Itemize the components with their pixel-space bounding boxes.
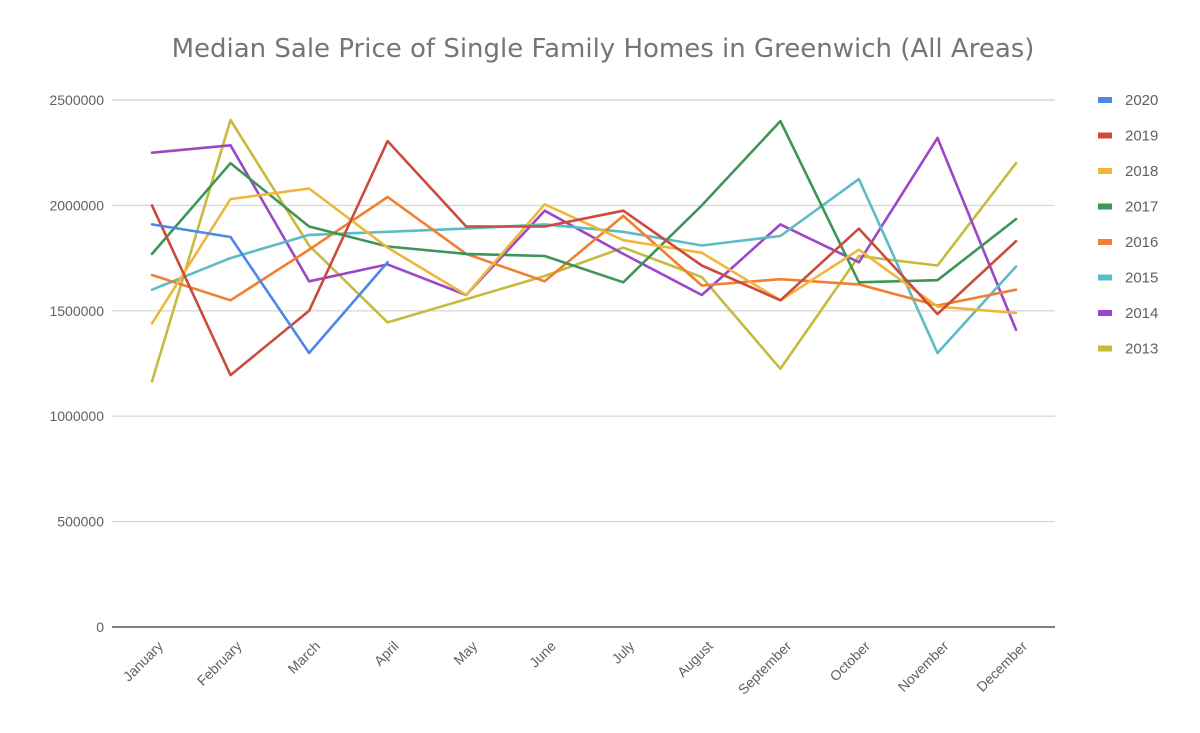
legend-label: 2017 [1125, 199, 1158, 216]
x-tick-label: March [284, 638, 323, 677]
x-tick-label: August [674, 638, 716, 680]
legend-item-2017: 2017 [1098, 199, 1158, 216]
legend-item-2014: 2014 [1098, 305, 1158, 322]
x-tick-label: October [826, 638, 873, 685]
legend-label: 2020 [1125, 92, 1158, 109]
legend: 2020 2019 2018 2017 2016 2015 2014 2013 [1098, 92, 1158, 358]
x-tick-label: December [973, 638, 1030, 695]
x-tick-label: September [735, 638, 795, 698]
x-tick-label: May [450, 638, 480, 668]
series-line-2020 [150, 223, 389, 355]
legend-label: 2019 [1125, 128, 1158, 145]
grid-lines [112, 99, 1055, 523]
x-tick-label: July [608, 638, 637, 667]
legend-item-2019: 2019 [1098, 128, 1158, 145]
series-line-2016 [150, 195, 1018, 307]
y-tick-label: 1000000 [49, 408, 104, 424]
legend-swatch [1098, 274, 1112, 281]
legend-swatch [1098, 168, 1112, 174]
legend-swatch [1098, 239, 1112, 245]
series-line-2013 [150, 118, 1018, 383]
legend-swatch [1098, 97, 1112, 103]
series-lines [150, 118, 1018, 383]
legend-item-2020: 2020 [1098, 92, 1158, 109]
x-tick-label: June [526, 638, 559, 671]
x-tick-label: November [895, 638, 952, 695]
y-tick-label: 2000000 [49, 197, 104, 213]
series-line-2015 [150, 177, 1018, 355]
legend-label: 2016 [1125, 234, 1158, 251]
y-tick-label: 500000 [57, 514, 104, 530]
y-tick-label: 2500000 [49, 92, 104, 108]
legend-item-2018: 2018 [1098, 163, 1158, 180]
series-line-2018 [150, 187, 1018, 325]
legend-item-2015: 2015 [1098, 270, 1158, 287]
legend-label: 2014 [1125, 305, 1158, 322]
legend-label: 2018 [1125, 163, 1158, 180]
legend-swatch [1098, 310, 1112, 316]
x-tick-label: April [371, 638, 402, 669]
series-line-2019 [150, 139, 1018, 377]
series-line-2014 [150, 136, 1018, 332]
y-tick-label: 1500000 [49, 303, 104, 319]
x-tick-label: January [120, 638, 167, 685]
legend-item-2013: 2013 [1098, 341, 1158, 358]
series-line-2017 [150, 119, 1018, 284]
legend-swatch [1098, 132, 1112, 139]
legend-swatch [1098, 203, 1112, 210]
legend-swatch [1098, 345, 1112, 352]
x-axis-ticks: January February March April May June July Augu… [120, 638, 1031, 698]
legend-item-2016: 2016 [1098, 234, 1158, 251]
legend-label: 2013 [1125, 341, 1158, 358]
legend-label: 2015 [1125, 270, 1158, 287]
y-axis-ticks: 0 500000 1000000 1500000 2000000 2500000 [49, 92, 104, 635]
chart-title: Median Sale Price of Single Family Homes… [172, 34, 1035, 64]
x-tick-label: February [194, 638, 245, 689]
y-tick-label: 0 [96, 619, 104, 635]
